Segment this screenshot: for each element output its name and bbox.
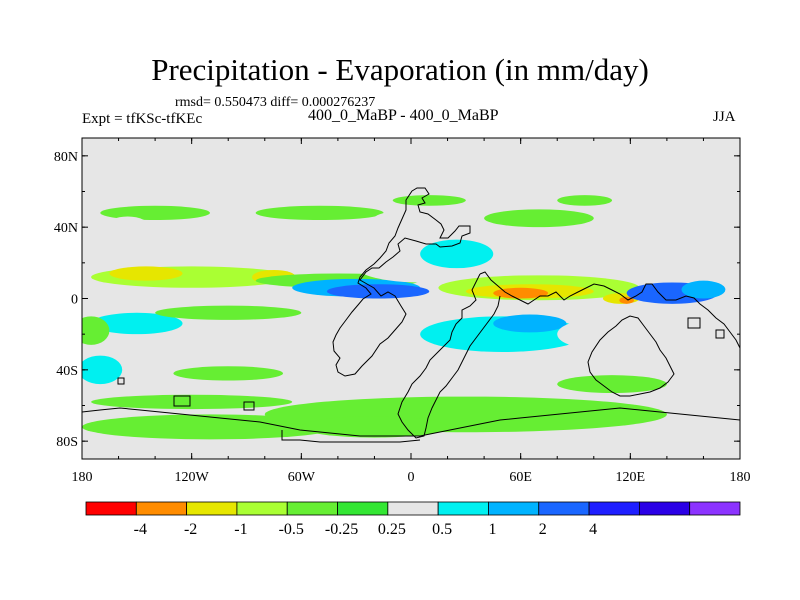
lat-tick-label: 80N [54,150,78,165]
colorbar: -4 -2 -1 -0.5 -0.25 0.25 0.5 1 2 4 [85,501,741,538]
field-cell [484,209,594,228]
field-cell [136,237,247,260]
colorbar-swatch [85,501,137,516]
field-cell [420,239,494,269]
colorbar-swatch [689,501,741,516]
colorbar-swatch [387,501,439,516]
field-cell [493,287,549,299]
longitude-axis: 180 120W 60W 0 60E 120E 180 [72,138,751,485]
field-cell [264,220,375,242]
field-cell [173,366,284,381]
colorbar-level-label: 0.5 [432,521,452,538]
lon-tick-label: 60E [509,470,532,485]
field-cell [91,394,293,410]
field-cell [584,216,677,238]
latitude-axis: 80N 40N 0 40S 80S [54,150,740,450]
colorbar-level-label: 4 [589,521,597,538]
field-cell [255,205,384,221]
lat-tick-label: 0 [71,293,78,308]
precip-evap-field [82,195,740,440]
coastline [82,187,740,443]
colorbar-level-label: -1 [234,521,247,538]
colorbar-swatch [488,501,540,516]
lat-tick-label: 40S [56,364,78,379]
field-cell [82,316,110,345]
colorbar-swatch [286,501,338,516]
lat-tick-label: 80S [56,435,78,450]
field-cell [100,205,210,221]
field-cell [493,314,567,333]
colorbar-level-label: 1 [488,521,496,538]
field-cell [557,195,613,206]
field-cell [387,234,424,256]
lon-tick-label: 180 [730,470,751,485]
field-cell [155,305,302,320]
field-cell [374,207,521,229]
field-cell [557,319,631,349]
field-cell [557,375,667,394]
colorbar-level-label: -4 [134,521,147,538]
field-cell [301,416,448,438]
lon-tick-label: 120W [175,470,210,485]
field-cell [105,216,150,238]
field-cell [82,414,338,440]
colorbar-swatch [135,501,188,516]
colorbar-swatch [538,501,590,516]
lon-tick-label: 60W [288,470,316,485]
colorbar-swatch [236,501,288,516]
colorbar-swatch [186,501,238,516]
colorbar-level-label: 2 [539,521,547,538]
colorbar-level-label: 0.25 [378,521,406,538]
field-cell [639,360,695,379]
field-cell [91,312,183,335]
field-cell [392,195,466,206]
rmsd-diff-label: rmsd= 0.550473 diff= 0.000276237 [175,95,376,110]
experiment-label: Expt = tfKSc-tfKEc [82,111,203,127]
field-cell [283,312,357,349]
field-cell [82,355,123,385]
lat-tick-label: 40N [54,221,78,236]
colorbar-swatch [638,501,691,516]
lon-tick-label: 0 [408,470,415,485]
colorbar-swatch [588,501,640,516]
lon-tick-label: 180 [72,470,93,485]
colorbar-swatch [337,501,389,516]
case-subtitle: 400_0_MaBP - 400_0_MaBP [308,107,499,124]
field-cell [681,280,726,299]
field-cell [685,209,740,238]
season-label: JJA [713,109,736,125]
colorbar-level-label: -0.5 [279,521,304,538]
colorbar-level-label: -0.25 [325,521,358,538]
field-cell [109,266,183,281]
colorbar-level-label: -2 [184,521,197,538]
colorbar-swatch [437,501,489,516]
chart-title: Precipitation - Evaporation (in mm/day) [151,52,649,87]
lon-tick-label: 120E [616,470,646,485]
field-cell [326,284,430,299]
